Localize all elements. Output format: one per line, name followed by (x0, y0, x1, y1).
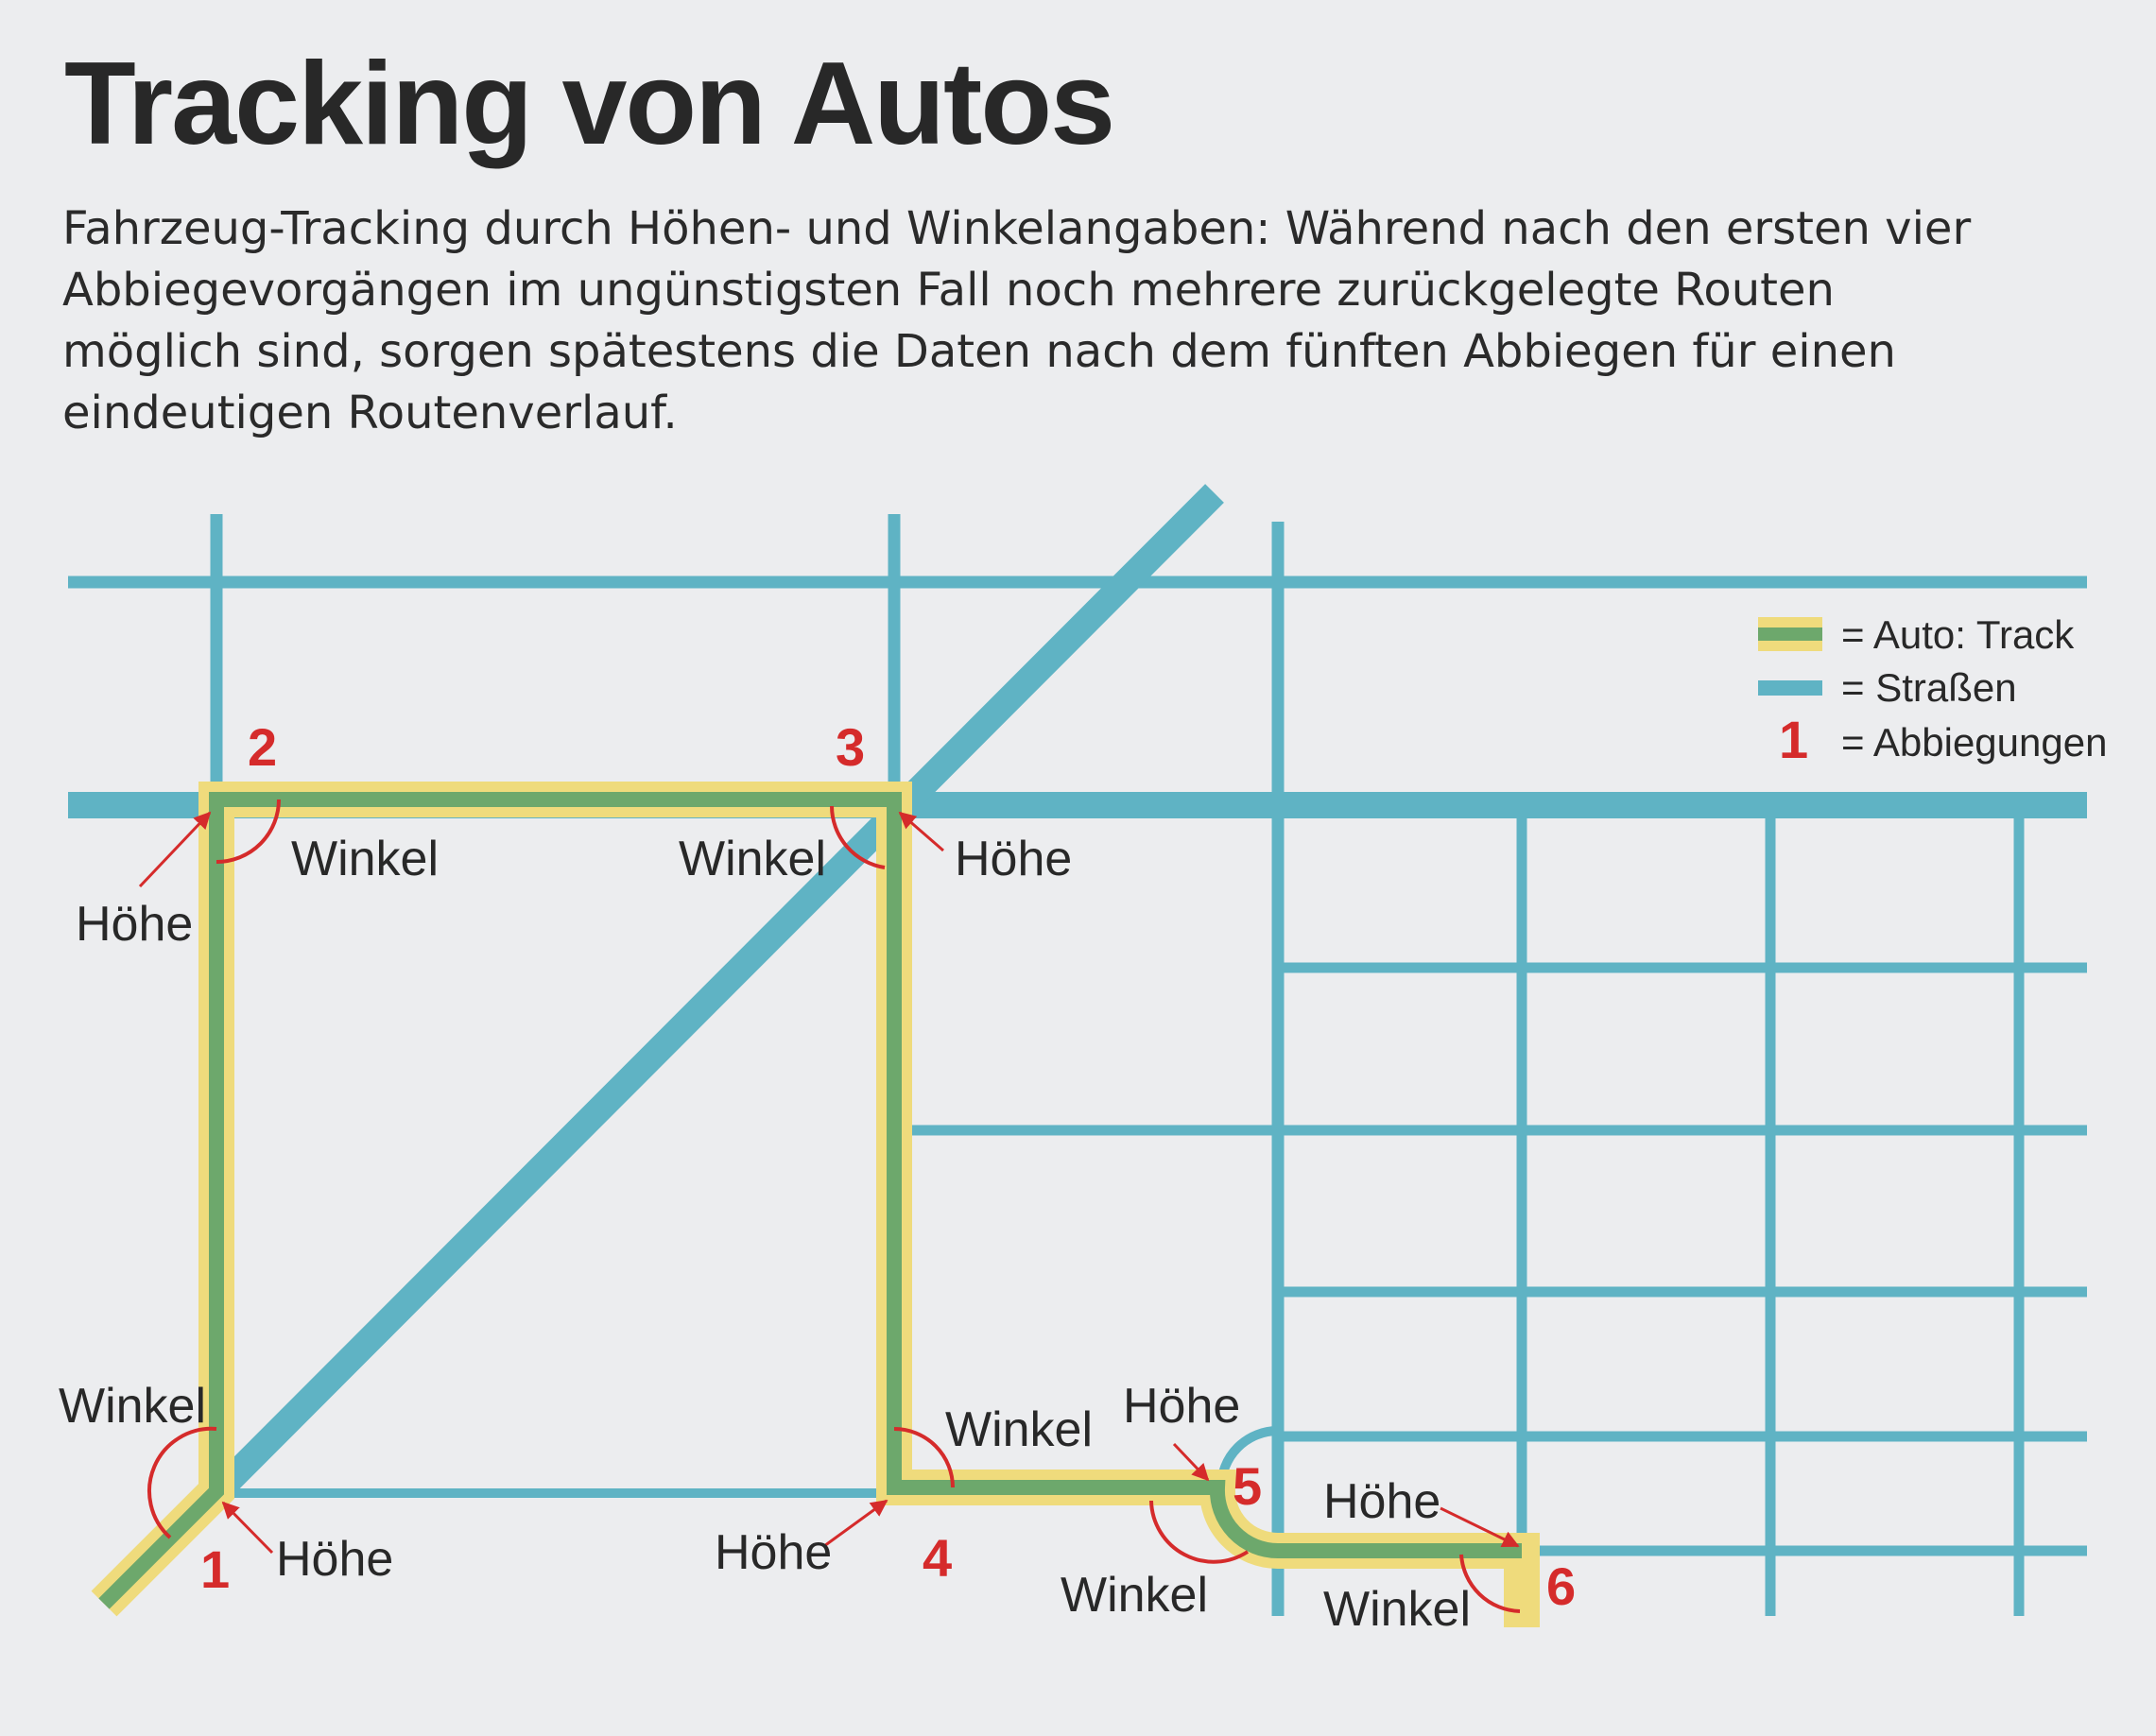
track-inner (98, 792, 1522, 1609)
turn-number-4: 4 (923, 1528, 952, 1588)
arrow-hoehe-2 (138, 811, 212, 888)
legend: = Auto: Track = Straßen 1 = Abbiegungen (1758, 612, 2107, 769)
arrow-hoehe-6 (1440, 1506, 1520, 1548)
label-hoehe-3: Höhe (955, 832, 1072, 886)
legend-track-label: = Auto: Track (1841, 612, 2075, 657)
label-winkel-5: Winkel (1061, 1568, 1208, 1623)
angle-arc-4 (893, 1427, 955, 1488)
turn-number-2: 2 (248, 717, 277, 777)
label-hoehe-5: Höhe (1123, 1379, 1240, 1434)
arrow-hoehe-4 (823, 1499, 888, 1548)
label-hoehe-6: Höhe (1323, 1474, 1440, 1529)
legend-turn-label: = Abbiegungen (1841, 720, 2107, 765)
arrow-hoehe-5 (1172, 1442, 1210, 1482)
turn-number-6: 6 (1546, 1556, 1576, 1616)
label-winkel-4: Winkel (945, 1402, 1093, 1457)
angle-arc-2 (216, 799, 281, 864)
angle-arc-1 (147, 1426, 217, 1539)
label-winkel-1: Winkel (59, 1379, 206, 1434)
turn-number-5: 5 (1233, 1456, 1262, 1516)
label-winkel-2: Winkel (291, 832, 439, 886)
turn-number-3: 3 (836, 717, 865, 777)
angle-arc-5 (1149, 1500, 1250, 1564)
page-subtitle: Fahrzeug-Tracking durch Höhen- und Winke… (62, 202, 1972, 439)
label-hoehe-1: Höhe (276, 1532, 393, 1587)
legend-turn-number: 1 (1779, 710, 1808, 769)
angle-arc-6 (1459, 1554, 1521, 1613)
angle-arcs (147, 799, 1521, 1613)
label-winkel-3: Winkel (679, 832, 826, 886)
label-hoehe-4: Höhe (715, 1525, 832, 1580)
angle-arc-3 (830, 805, 886, 869)
street-diagonal (207, 484, 1224, 1503)
height-arrows (138, 811, 1520, 1555)
arrow-hoehe-3 (898, 811, 944, 852)
turn-number-1: 1 (200, 1539, 230, 1599)
legend-street-swatch (1758, 680, 1822, 696)
legend-street-label: = Straßen (1841, 665, 2017, 710)
arrow-hoehe-1 (221, 1501, 274, 1555)
track-outer (91, 782, 1540, 1627)
label-winkel-6: Winkel (1323, 1582, 1471, 1637)
label-hoehe-2: Höhe (76, 897, 193, 952)
car-track (91, 782, 1540, 1627)
page-title: Tracking von Autos (64, 39, 1115, 169)
